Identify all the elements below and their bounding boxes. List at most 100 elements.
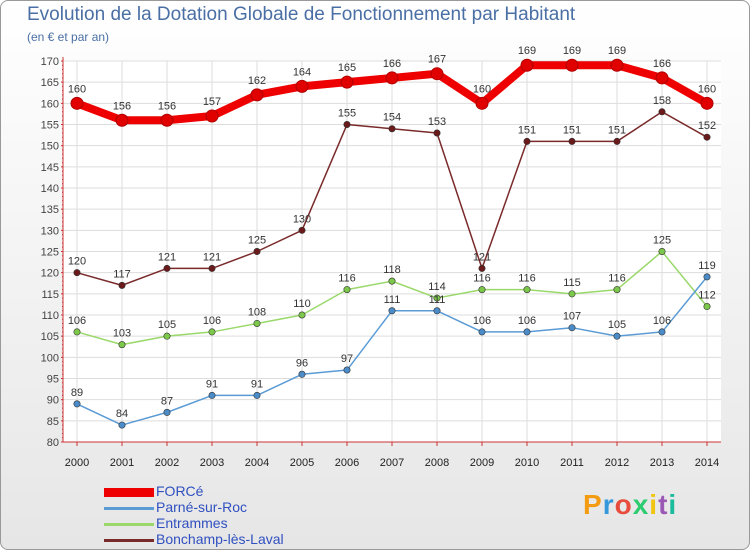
y-tick-label: 105 [41,331,59,343]
data-label: 121 [473,251,491,263]
data-label: 118 [383,264,401,276]
data-label: 117 [113,268,131,280]
x-tick-label: 2009 [470,457,494,469]
data-point [430,67,444,81]
x-tick-label: 2004 [245,457,269,469]
data-label: 169 [563,45,581,57]
legend-item: FORCé [104,483,404,501]
y-tick-label: 80 [47,437,59,449]
chart-subtitle: (en € et par an) [27,30,110,44]
data-label: 151 [608,124,626,136]
legend-swatch [104,506,154,510]
legend-label: Parné-sur-Roc [156,499,248,515]
data-label: 103 [113,328,131,340]
data-point [115,113,129,127]
y-tick-label: 145 [41,162,59,174]
data-point [610,58,624,72]
data-point [478,264,486,272]
data-point [520,58,534,72]
x-tick-label: 2000 [65,457,89,469]
data-point [208,264,216,272]
logo-letter: t [658,489,669,520]
x-tick-label: 2005 [290,457,314,469]
y-tick-label: 155 [41,120,59,132]
data-label: 111 [429,294,446,306]
legend-swatch [104,522,154,526]
data-label: 151 [563,124,581,136]
data-point [73,269,81,277]
data-point [385,71,399,85]
y-tick-label: 135 [41,204,59,216]
data-point [70,96,84,110]
x-tick-label: 2010 [515,457,539,469]
data-label: 160 [68,83,86,95]
data-label: 105 [608,319,626,331]
data-point [568,290,576,298]
data-label: 155 [338,108,356,120]
data-point [340,75,354,89]
data-point [568,137,576,145]
data-label: 115 [563,277,581,289]
data-label: 154 [383,112,401,124]
data-point [433,294,441,302]
data-label: 152 [698,120,716,132]
data-point [478,328,486,336]
data-point [388,307,396,315]
x-tick-label: 2007 [380,457,404,469]
data-label: 169 [518,45,536,57]
data-point [343,121,351,129]
data-point [388,125,396,133]
data-point [388,277,396,285]
logo-letter: i [668,489,678,520]
y-tick-label: 160 [41,98,59,110]
data-label: 105 [158,319,176,331]
data-label: 97 [341,353,353,365]
data-point [118,281,126,289]
data-point [208,391,216,399]
data-label: 156 [158,100,176,112]
data-point [613,137,621,145]
x-tick-label: 2013 [650,457,674,469]
data-point [475,96,489,110]
legend-label: FORCé [156,483,204,499]
legend-item: Entrammes [104,515,404,533]
y-tick-label: 115 [41,289,59,301]
data-label: 114 [428,281,446,293]
legend-item: Parné-sur-Roc [104,499,404,517]
data-label: 106 [653,315,671,327]
data-point [523,286,531,294]
data-label: 116 [608,273,626,285]
y-tick-label: 110 [41,310,59,322]
x-tick-label: 2012 [605,457,629,469]
data-label: 106 [473,315,491,327]
data-label: 156 [113,100,131,112]
data-label: 108 [248,306,266,318]
legend-item: Bonchamp-lès-Laval [104,531,404,549]
proxiti-logo: Proxiti [583,489,677,521]
data-label: 106 [203,315,221,327]
data-point [655,71,669,85]
logo-letter: P [583,489,603,520]
data-label: 158 [653,95,671,107]
data-point [118,421,126,429]
data-point [298,370,306,378]
data-point [523,137,531,145]
data-point [343,286,351,294]
data-label: 121 [158,251,176,263]
data-label: 89 [71,387,83,399]
data-point [163,408,171,416]
y-tick-label: 140 [41,183,59,195]
data-point [523,328,531,336]
y-tick-label: 150 [41,141,59,153]
data-point [253,391,261,399]
y-tick-label: 125 [41,247,59,259]
y-tick-label: 120 [41,268,59,280]
data-point [208,328,216,336]
data-label: 112 [698,290,716,302]
data-label: 130 [293,213,311,225]
data-point [658,108,666,116]
data-label: 151 [518,124,536,136]
data-point [565,58,579,72]
data-point [118,341,126,349]
data-label: 165 [338,62,356,74]
